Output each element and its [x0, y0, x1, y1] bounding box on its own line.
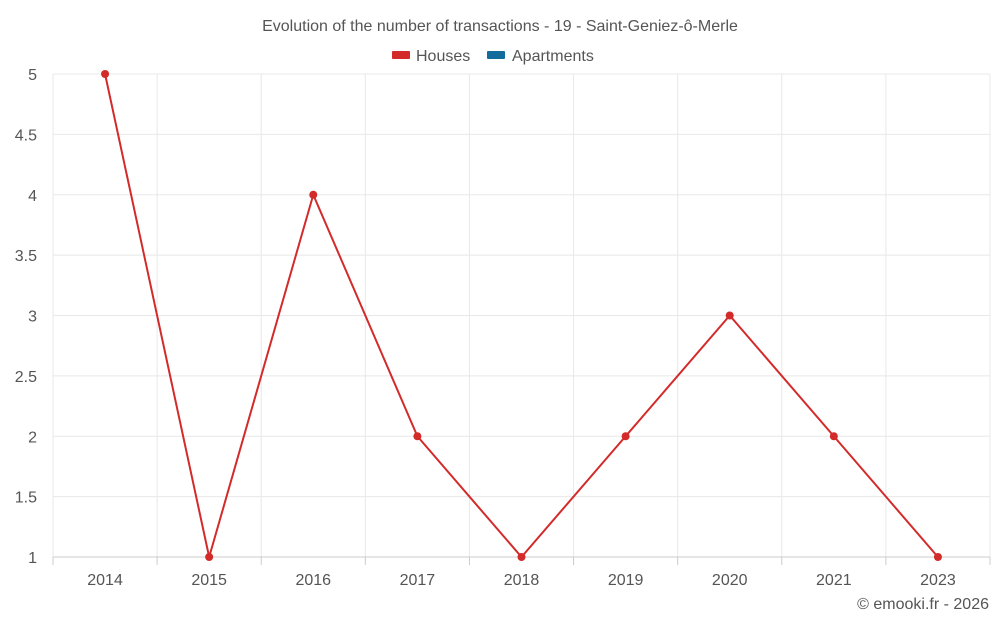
legend-swatch-houses: [392, 51, 410, 59]
x-tick-label: 2017: [400, 572, 436, 589]
data-point[interactable]: [101, 70, 110, 78]
x-tick-label: 2019: [608, 572, 644, 589]
y-tick-label: 2.5: [15, 369, 37, 386]
data-point[interactable]: [205, 553, 214, 561]
y-tick-label: 1.5: [15, 490, 37, 507]
y-tick-label: 5: [28, 67, 37, 84]
y-tick-label: 3.5: [15, 248, 37, 265]
y-tick-label: 1: [28, 550, 37, 567]
data-point[interactable]: [725, 311, 734, 320]
legend[interactable]: Houses Apartments: [392, 48, 594, 65]
x-tick-label: 2015: [191, 572, 227, 589]
x-tick-label: 2020: [712, 572, 748, 589]
y-tick-label: 4: [28, 188, 37, 205]
gridlines: [52, 73, 991, 557]
axes: 1 1.5 2 2.5 3 3.5 4 4.5 5 2014 2015 2016 2017 2018 201…: [15, 67, 991, 589]
y-tick-label: 4.5: [15, 127, 37, 144]
y-tick-label: 2: [28, 429, 37, 446]
x-tick-label: 2021: [816, 572, 852, 589]
x-tick-label: 2023: [920, 572, 956, 589]
chart-title: Evolution of the number of transactions …: [262, 18, 738, 35]
y-tick-label: 3: [28, 309, 37, 326]
data-point[interactable]: [413, 432, 422, 441]
series-houses: [101, 70, 942, 561]
data-point[interactable]: [829, 432, 838, 441]
data-point[interactable]: [933, 553, 942, 561]
x-tick-label: 2016: [295, 572, 331, 589]
data-point[interactable]: [517, 553, 526, 561]
legend-label-houses[interactable]: Houses: [416, 48, 470, 65]
legend-swatch-apartments: [487, 51, 505, 59]
data-point[interactable]: [309, 190, 318, 199]
legend-label-apartments[interactable]: Apartments: [512, 48, 594, 65]
x-tick-label: 2018: [504, 572, 540, 589]
x-tick-label: 2014: [87, 572, 123, 589]
data-point[interactable]: [621, 432, 630, 441]
credit-text: © emooki.fr - 2026: [857, 596, 989, 613]
